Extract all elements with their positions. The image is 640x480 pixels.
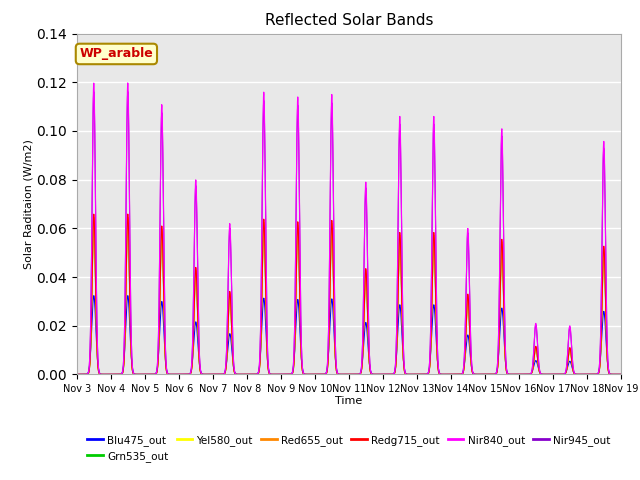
Grn535_out: [549, 372, 557, 377]
Line: Redg715_out: Redg715_out: [77, 214, 621, 374]
Red655_out: [73, 372, 81, 377]
Redg715_out: [502, 358, 509, 363]
Redg715_out: [602, 284, 609, 289]
Red655_out: [124, 214, 132, 220]
Red655_out: [502, 358, 509, 363]
Blu475_out: [602, 328, 609, 334]
Grn535_out: [73, 372, 81, 377]
Line: Blu475_out: Blu475_out: [77, 296, 621, 374]
Nir840_out: [124, 80, 132, 86]
Line: Red655_out: Red655_out: [77, 217, 621, 374]
Blu475_out: [323, 366, 331, 372]
Yel580_out: [124, 217, 132, 223]
Grn535_out: [502, 358, 509, 364]
Nir945_out: [502, 347, 509, 352]
Line: Grn535_out: Grn535_out: [77, 223, 621, 374]
Blu475_out: [100, 372, 108, 377]
Text: WP_arable: WP_arable: [79, 48, 153, 60]
Nir945_out: [73, 372, 81, 377]
Grn535_out: [602, 288, 609, 294]
Legend: Blu475_out, Grn535_out, Yel580_out, Red655_out, Redg715_out, Nir840_out, Nir945_: Blu475_out, Grn535_out, Yel580_out, Red6…: [83, 431, 614, 466]
Redg715_out: [602, 296, 609, 302]
Line: Nir945_out: Nir945_out: [77, 92, 621, 374]
Nir840_out: [323, 365, 331, 371]
Blu475_out: [73, 372, 81, 377]
Grn535_out: [124, 220, 132, 226]
Yel580_out: [100, 372, 108, 377]
Y-axis label: Solar Raditaion (W/m2): Solar Raditaion (W/m2): [24, 139, 33, 269]
Line: Nir840_out: Nir840_out: [77, 83, 621, 374]
Red655_out: [602, 286, 609, 291]
Redg715_out: [338, 372, 346, 377]
Blu475_out: [602, 323, 609, 329]
Yel580_out: [73, 372, 81, 377]
Nir945_out: [338, 372, 346, 377]
Red655_out: [338, 372, 346, 377]
Redg715_out: [124, 211, 132, 217]
Redg715_out: [617, 372, 625, 377]
Title: Reflected Solar Bands: Reflected Solar Bands: [264, 13, 433, 28]
Redg715_out: [100, 372, 108, 377]
Red655_out: [549, 372, 557, 377]
Yel580_out: [549, 372, 557, 377]
Nir945_out: [602, 217, 609, 223]
Yel580_out: [323, 368, 331, 373]
Nir840_out: [617, 372, 625, 377]
Grn535_out: [323, 368, 331, 374]
Blu475_out: [617, 372, 625, 377]
Nir840_out: [602, 212, 609, 218]
Yel580_out: [617, 372, 625, 377]
Nir840_out: [549, 372, 557, 377]
Red655_out: [617, 372, 625, 377]
Line: Yel580_out: Yel580_out: [77, 220, 621, 374]
Nir945_out: [100, 372, 108, 377]
Redg715_out: [73, 372, 81, 377]
Nir840_out: [602, 235, 609, 240]
Nir840_out: [100, 372, 108, 377]
Nir840_out: [502, 346, 509, 352]
Redg715_out: [549, 372, 557, 377]
Grn535_out: [602, 300, 609, 306]
Blu475_out: [124, 293, 132, 299]
Nir945_out: [617, 372, 625, 377]
Nir945_out: [323, 365, 331, 371]
Yel580_out: [602, 299, 609, 305]
Blu475_out: [338, 372, 346, 377]
Yel580_out: [502, 358, 509, 364]
Grn535_out: [100, 372, 108, 377]
Nir840_out: [338, 372, 346, 377]
Red655_out: [100, 372, 108, 377]
Redg715_out: [323, 368, 331, 373]
Yel580_out: [602, 287, 609, 293]
Red655_out: [602, 298, 609, 303]
Grn535_out: [338, 372, 346, 377]
Nir945_out: [124, 89, 132, 95]
Nir945_out: [602, 239, 609, 245]
Nir945_out: [549, 372, 557, 377]
Red655_out: [323, 368, 331, 373]
Nir840_out: [73, 372, 81, 377]
X-axis label: Time: Time: [335, 396, 362, 406]
Yel580_out: [338, 372, 346, 377]
Grn535_out: [617, 372, 625, 377]
Blu475_out: [549, 372, 557, 377]
Blu475_out: [502, 358, 509, 363]
